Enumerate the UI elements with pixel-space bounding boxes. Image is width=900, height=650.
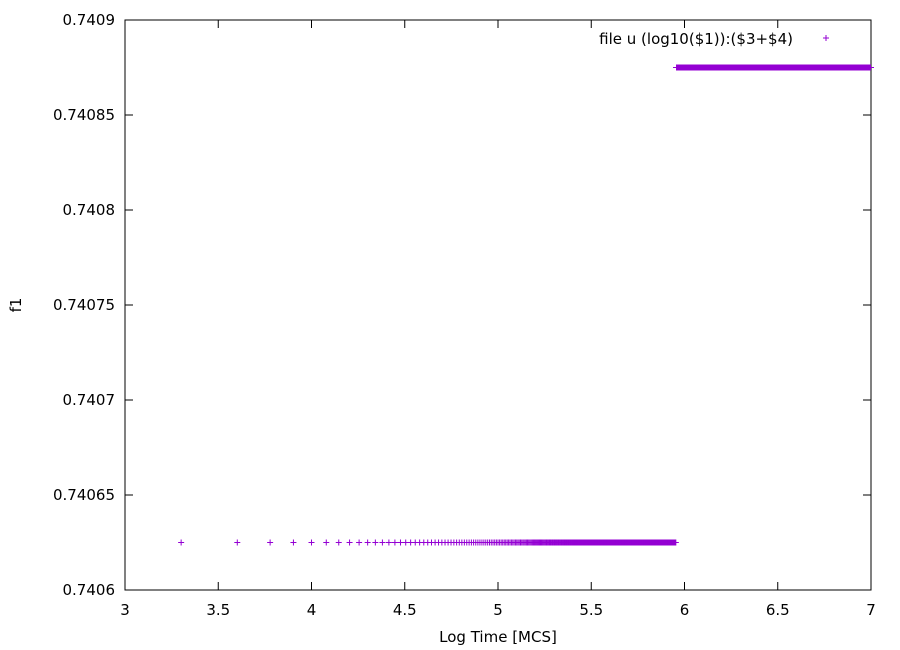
- data-point: [385, 539, 392, 546]
- x-tick-label: 6.5: [766, 601, 790, 619]
- legend-label: file u (log10($1)):($3+$4): [599, 30, 793, 48]
- y-tick-label: 0.74065: [53, 486, 115, 504]
- x-axis-label: Log Time [MCS]: [439, 628, 557, 646]
- data-point: [178, 539, 185, 546]
- data-point: [372, 539, 379, 546]
- data-point: [234, 539, 241, 546]
- data-point: [308, 539, 315, 546]
- legend-plus-icon: [823, 35, 829, 41]
- x-tick-label: 6: [680, 601, 690, 619]
- legend: file u (log10($1)):($3+$4): [599, 30, 829, 48]
- data-point: [290, 539, 297, 546]
- y-tick-label: 0.7409: [63, 11, 116, 29]
- y-axis-ticks: 0.7406 0.74065 0.7407 0.74075 0.7408 0.74085 0…: [53, 11, 871, 599]
- y-tick-label: 0.7407: [63, 391, 116, 409]
- x-tick-label: 3.5: [206, 601, 230, 619]
- legend-marker: [823, 35, 829, 41]
- x-axis-ticks: 3 3.5 4 4.5 5 5.5 6 6.5 7: [120, 20, 876, 619]
- data-point: [391, 539, 398, 546]
- y-tick-label: 0.74075: [53, 296, 115, 314]
- x-tick-label: 4.5: [393, 601, 417, 619]
- data-point: [672, 539, 679, 546]
- y-tick-label: 0.7406: [63, 581, 116, 599]
- data-point: [346, 539, 353, 546]
- data-point: [323, 539, 330, 546]
- x-tick-label: 7: [866, 601, 876, 619]
- x-tick-label: 5: [493, 601, 503, 619]
- y-axis-label: f1: [7, 298, 25, 313]
- data-point: [267, 539, 274, 546]
- y-tick-label: 0.7408: [63, 201, 116, 219]
- data-points: [178, 64, 874, 546]
- y-tick-label: 0.74085: [53, 106, 115, 124]
- plot-frame: [124, 19, 872, 591]
- data-point: [379, 539, 386, 546]
- data-point: [364, 539, 371, 546]
- x-tick-label: 3: [120, 601, 130, 619]
- x-tick-label: 4: [307, 601, 317, 619]
- x-tick-label: 5.5: [579, 601, 603, 619]
- data-point: [335, 539, 342, 546]
- data-point: [356, 539, 363, 546]
- data-point: [397, 539, 404, 546]
